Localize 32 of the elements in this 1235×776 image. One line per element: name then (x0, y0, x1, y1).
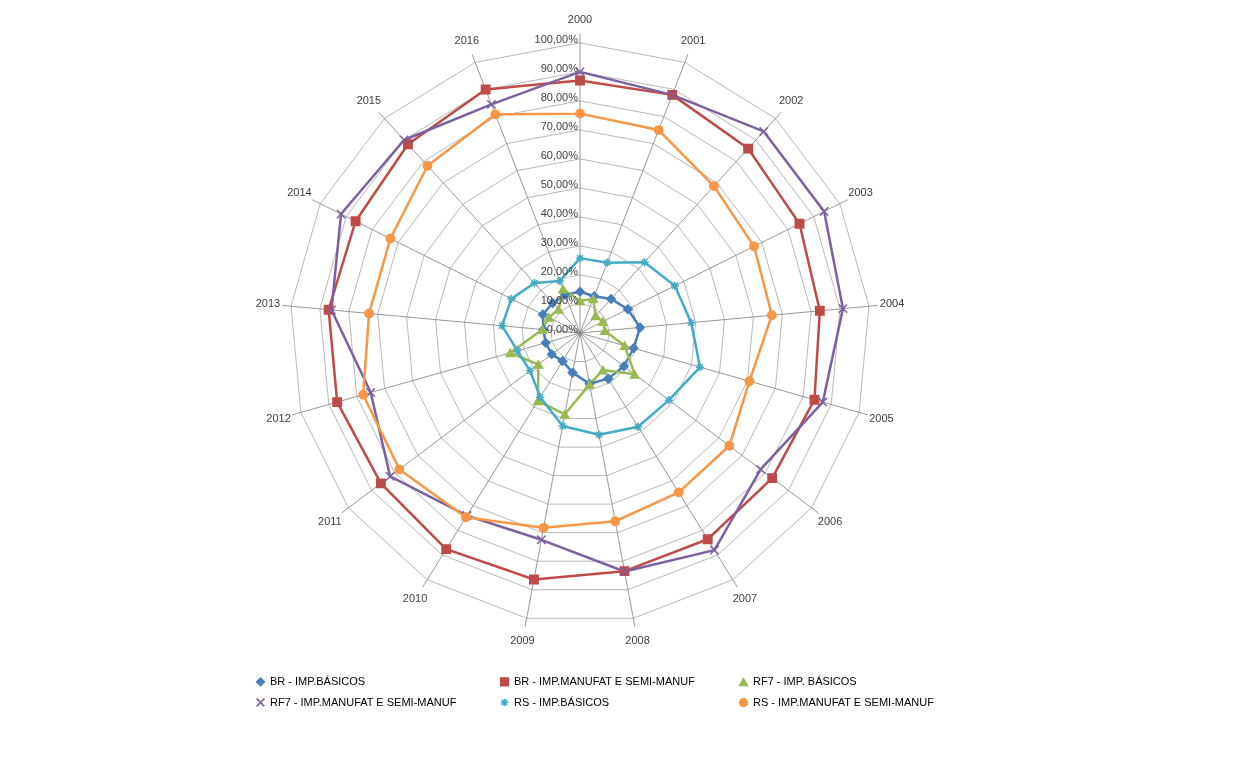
spoke-label: 2007 (732, 592, 758, 605)
legend-label: BR - IMP.MANUFAT E SEMI-MANUF (514, 674, 696, 687)
legend-label: BR - IMP.BÁSICOS (270, 674, 366, 687)
spoke-label: 2006 (817, 514, 843, 527)
y-tick-label: 50,00% (540, 177, 579, 190)
spoke-label: 2009 (510, 634, 535, 647)
spoke-label: 2015 (356, 94, 382, 107)
spoke-label: 2001 (680, 33, 706, 46)
y-tick-label: 40,00% (540, 206, 579, 219)
spoke-label: 2011 (318, 514, 342, 527)
spoke-label: 2008 (625, 634, 650, 647)
spoke-label: 2000 (567, 12, 593, 25)
spoke-label: 2014 (287, 186, 312, 199)
spoke-label: 2004 (879, 297, 905, 310)
y-tick-label: 60,00% (540, 148, 579, 161)
spoke-label: 2016 (454, 33, 480, 46)
y-tick-label: 80,00% (540, 90, 579, 103)
legend-label: RS - IMP.MANUFAT E SEMI-MANUF (753, 695, 935, 708)
y-tick-label: 100,00% (534, 32, 579, 45)
legend-label: RF7 - IMP.MANUFAT E SEMI-MANUF (270, 695, 457, 708)
spoke-label: 2003 (848, 186, 873, 199)
spoke-label: 2005 (869, 411, 894, 424)
y-tick-label: 30,00% (540, 235, 579, 248)
spoke-label: 2012 (266, 411, 291, 424)
spoke-label: 2002 (778, 94, 804, 107)
spoke-label: 2013 (255, 297, 281, 310)
y-tick-label: 70,00% (540, 119, 579, 132)
y-tick-label: 90,00% (540, 61, 579, 74)
spoke-label: 2010 (402, 592, 428, 605)
y-tick-label: 0,00% (546, 323, 579, 335)
legend-label: RF7 - IMP. BÁSICOS (753, 675, 857, 688)
legend-label: RS - IMP.BÁSICOS (514, 695, 610, 708)
